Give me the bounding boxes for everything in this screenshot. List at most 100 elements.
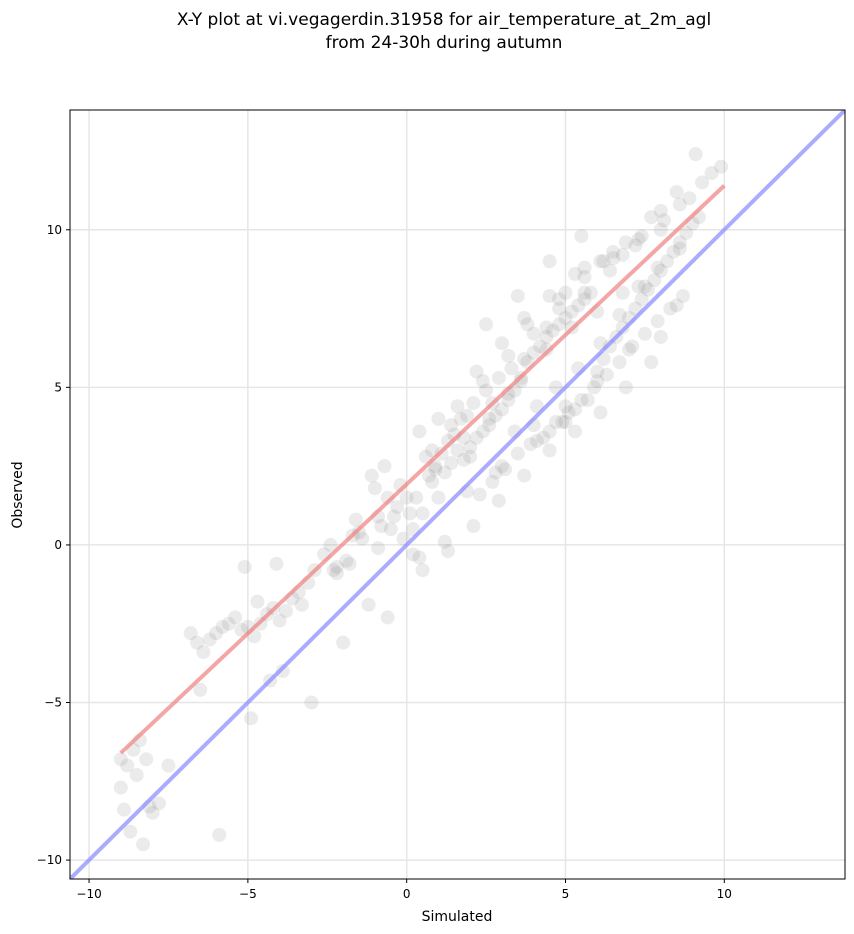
data-point bbox=[523, 437, 538, 452]
data-point bbox=[498, 462, 513, 477]
data-point bbox=[329, 559, 344, 574]
data-point bbox=[323, 537, 338, 552]
data-point bbox=[202, 632, 217, 647]
data-point bbox=[244, 711, 259, 726]
data-point bbox=[123, 824, 138, 839]
data-point bbox=[564, 304, 579, 319]
trend-lines bbox=[70, 110, 845, 879]
data-point bbox=[116, 802, 131, 817]
data-point bbox=[672, 235, 687, 250]
data-point bbox=[129, 767, 144, 782]
data-point bbox=[326, 563, 341, 578]
data-point bbox=[361, 597, 376, 612]
data-point bbox=[660, 254, 675, 269]
x-tick-label-3: 5 bbox=[562, 887, 570, 901]
data-point bbox=[428, 462, 443, 477]
data-point bbox=[479, 317, 494, 332]
data-point bbox=[545, 323, 560, 338]
data-point bbox=[631, 279, 646, 294]
data-point bbox=[444, 418, 459, 433]
data-point bbox=[304, 695, 319, 710]
data-point bbox=[558, 415, 573, 430]
data-point bbox=[209, 626, 224, 641]
regression-fit-line bbox=[119, 184, 726, 755]
data-point bbox=[377, 459, 392, 474]
data-point bbox=[704, 166, 719, 181]
data-point bbox=[212, 827, 227, 842]
data-point bbox=[676, 288, 691, 303]
data-point bbox=[526, 326, 541, 341]
data-point bbox=[637, 326, 652, 341]
data-point bbox=[536, 430, 551, 445]
data-point bbox=[183, 626, 198, 641]
data-point bbox=[342, 556, 357, 571]
data-point bbox=[161, 758, 176, 773]
data-point bbox=[612, 355, 627, 370]
data-point bbox=[415, 563, 430, 578]
data-point bbox=[602, 263, 617, 278]
y-tick-label-0: −10 bbox=[37, 853, 62, 867]
data-point bbox=[479, 383, 494, 398]
data-point bbox=[380, 610, 395, 625]
x-axis-label: Simulated bbox=[422, 909, 493, 925]
data-point bbox=[568, 402, 583, 417]
data-point bbox=[558, 399, 573, 414]
data-point bbox=[533, 339, 548, 354]
data-point bbox=[539, 320, 554, 335]
data-point bbox=[622, 342, 637, 357]
data-point bbox=[456, 452, 471, 467]
data-point bbox=[460, 408, 475, 423]
data-point bbox=[453, 411, 468, 426]
data-point bbox=[615, 320, 630, 335]
data-point bbox=[409, 490, 424, 505]
data-point bbox=[650, 314, 665, 329]
data-point bbox=[574, 392, 589, 407]
data-point bbox=[364, 468, 379, 483]
data-point bbox=[577, 292, 592, 307]
chart-title-line-2: from 24-30h during autumn bbox=[326, 33, 563, 53]
data-point bbox=[634, 292, 649, 307]
data-point bbox=[190, 635, 205, 650]
y-tick-label-3: 5 bbox=[54, 380, 62, 394]
data-point bbox=[628, 238, 643, 253]
data-point bbox=[542, 424, 557, 439]
data-point bbox=[237, 559, 252, 574]
data-point bbox=[466, 396, 481, 411]
data-point bbox=[653, 263, 668, 278]
y-tick-label-2: 0 bbox=[54, 538, 62, 552]
data-point bbox=[602, 339, 617, 354]
data-point bbox=[606, 251, 621, 266]
data-point bbox=[371, 541, 386, 556]
data-point bbox=[196, 645, 211, 660]
data-point bbox=[136, 837, 151, 852]
data-point bbox=[672, 197, 687, 212]
data-point bbox=[485, 474, 500, 489]
data-point bbox=[475, 424, 490, 439]
data-point bbox=[437, 465, 452, 480]
data-point bbox=[504, 361, 519, 376]
data-point bbox=[612, 307, 627, 322]
data-point bbox=[228, 610, 243, 625]
data-point bbox=[517, 311, 532, 326]
data-point bbox=[555, 415, 570, 430]
data-point bbox=[352, 525, 367, 540]
data-point bbox=[695, 175, 710, 190]
data-point bbox=[482, 418, 497, 433]
data-point bbox=[615, 285, 630, 300]
data-point bbox=[663, 301, 678, 316]
data-point bbox=[390, 500, 405, 515]
data-point bbox=[444, 455, 459, 470]
data-point bbox=[120, 758, 135, 773]
data-point bbox=[221, 616, 236, 631]
data-point bbox=[590, 364, 605, 379]
data-point bbox=[491, 370, 506, 385]
data-point bbox=[641, 282, 656, 297]
data-point bbox=[494, 336, 509, 351]
data-point bbox=[151, 796, 166, 811]
data-point bbox=[669, 184, 684, 199]
data-point bbox=[529, 433, 544, 448]
data-point bbox=[647, 273, 662, 288]
data-point bbox=[412, 424, 427, 439]
data-point bbox=[294, 597, 309, 612]
